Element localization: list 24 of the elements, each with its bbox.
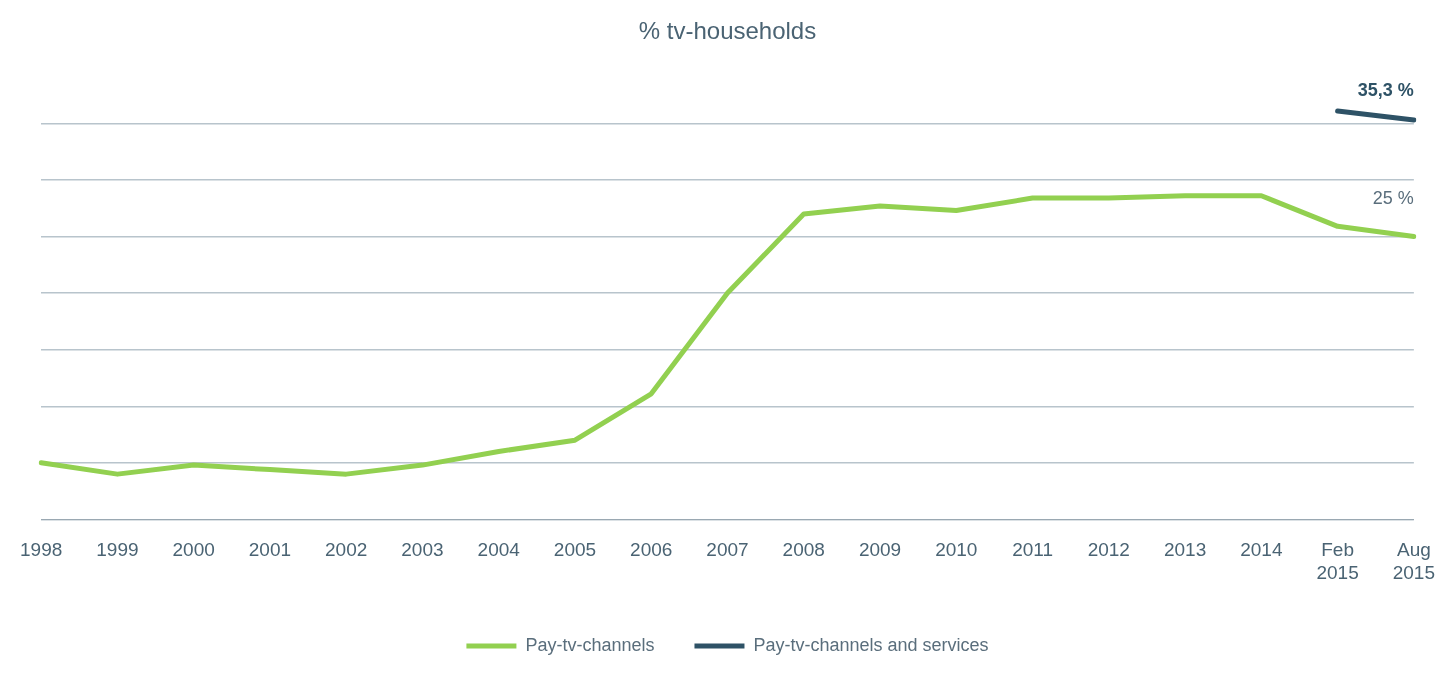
chart-title: % tv-households [638, 17, 817, 45]
x-tick-label: 2009 [858, 539, 902, 561]
x-tick-label: Aug 2015 [1392, 539, 1436, 583]
data-label: 35,3 % [1357, 79, 1414, 100]
x-tick-label: Feb 2015 [1316, 539, 1359, 583]
x-tick-label: 2001 [248, 539, 292, 561]
x-tick-label: 2014 [1240, 539, 1283, 561]
x-tick-label: 2000 [172, 539, 215, 561]
x-tick-label: 1999 [96, 539, 139, 561]
x-tick-label: 2008 [782, 539, 825, 561]
x-tick-label: 2007 [706, 539, 749, 561]
x-tick-label: 2003 [401, 539, 444, 561]
x-tick-label: 2006 [630, 539, 673, 561]
x-tick-label: 2010 [935, 539, 978, 561]
legend-label: Pay-tv-channels [525, 634, 655, 655]
x-tick-label: 2013 [1163, 539, 1207, 561]
x-tick-label: 2002 [325, 539, 368, 561]
x-tick-label: 2011 [1012, 539, 1053, 561]
x-tick-label: 1998 [19, 539, 63, 561]
x-tick-label: 2004 [477, 539, 521, 561]
x-tick-label: 2012 [1087, 539, 1130, 561]
legend-label: Pay-tv-channels and services [753, 634, 989, 655]
x-tick-label: 2005 [553, 539, 597, 561]
data-label: 25 % [1372, 188, 1414, 209]
